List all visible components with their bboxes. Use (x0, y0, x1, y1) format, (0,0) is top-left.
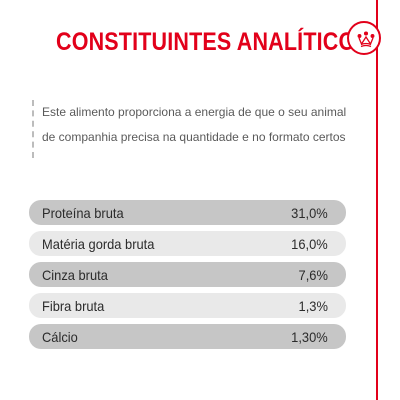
constituent-row: Cálcio 1,30% (29, 324, 346, 349)
page-title: CONSTITUINTES ANALÍTICOS (56, 28, 370, 56)
constituent-value: 31,0% (291, 204, 328, 221)
constituent-label: Cálcio (42, 328, 78, 345)
constituent-label: Fibra bruta (42, 297, 105, 314)
constituent-label: Cinza bruta (42, 266, 108, 283)
accent-divider (376, 0, 378, 400)
intro-paragraph: Este alimento proporciona a energia de q… (32, 100, 354, 158)
constituent-value: 1,3% (298, 297, 328, 314)
constituent-value: 7,6% (298, 266, 328, 283)
constituent-value: 1,30% (291, 328, 328, 345)
constituent-row: Matéria gorda bruta 16,0% (29, 231, 346, 256)
crown-icon (357, 31, 375, 48)
constituent-label: Proteína bruta (42, 204, 124, 221)
constituent-row: Cinza bruta 7,6% (29, 262, 346, 287)
constituent-value: 16,0% (291, 235, 328, 252)
constituent-label: Matéria gorda bruta (42, 235, 155, 252)
constituent-row: Fibra bruta 1,3% (29, 293, 346, 318)
intro-text: Este alimento proporciona a energia de q… (42, 105, 347, 144)
constituents-list: Proteína bruta 31,0% Matéria gorda bruta 16… (29, 200, 346, 355)
brand-logo (347, 21, 381, 55)
constituent-row: Proteína bruta 31,0% (29, 200, 346, 225)
